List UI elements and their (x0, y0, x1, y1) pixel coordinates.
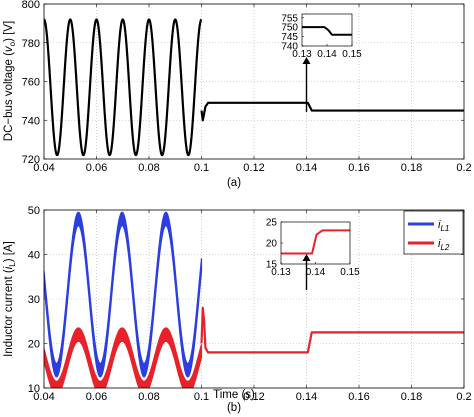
inset-y-tick-label: 15 (266, 260, 278, 271)
x-tick-label: 0.16 (348, 391, 369, 403)
x-tick-label: 0.12 (243, 162, 264, 174)
x-tick-label: 0.1 (194, 391, 209, 403)
y-axis-label: DC−bus voltage (vo) [V] (3, 21, 17, 141)
x-tick-label: 0.14 (296, 162, 317, 174)
x-tick-label: 0.2 (456, 391, 471, 403)
inset-y-tick-label: 750 (281, 23, 298, 34)
series-band (44, 327, 203, 388)
y-tick-label: 50 (28, 205, 40, 217)
x-tick-label: 0.14 (296, 391, 317, 403)
y-tick-label: 740 (22, 115, 40, 127)
y-tick-label: 780 (22, 38, 40, 50)
x-tick-label: 0.08 (138, 162, 159, 174)
inset-x-tick-label: 0.13 (292, 49, 312, 60)
y-tick-label: 10 (28, 383, 40, 395)
inset-frame (280, 221, 351, 265)
inset-frame (301, 13, 353, 47)
series-group (44, 211, 464, 388)
inset-x-tick-label: 0.15 (342, 49, 362, 60)
series-line (200, 306, 464, 354)
y-tick-label: 30 (28, 294, 40, 306)
inset-y-tick-label: 20 (266, 239, 278, 250)
y-tick-label: 40 (28, 250, 40, 262)
x-tick-label: 0.06 (86, 391, 107, 403)
chart-panel-a: 0.04 0.06 0.08 0.1 0.12 0.14 0.16 0.18 0.2 720 740… (3, 0, 472, 189)
x-tick-label: 0.2 (456, 162, 471, 174)
panel-caption: (a) (227, 177, 241, 189)
inset: 0.13 0.14 0.15 15 20 25 (266, 218, 360, 279)
x-tick-label: 0.18 (401, 162, 422, 174)
inset-y-tick-label: 755 (281, 13, 298, 24)
zoom-arrow-head (302, 57, 311, 64)
inset-series-line (302, 26, 352, 36)
y-tick-label: 800 (22, 0, 40, 11)
plot-frame (43, 209, 465, 389)
x-tick-label: 0.1 (194, 162, 209, 174)
series-line (200, 101, 464, 122)
inset-x-tick-label: 0.13 (271, 267, 291, 278)
inset-x-tick-label: 0.14 (306, 267, 326, 278)
x-tick-label: 0.06 (86, 162, 107, 174)
x-tick-label: 0.16 (348, 162, 369, 174)
x-tick-label: 0.18 (401, 391, 422, 403)
y-tick-label: 20 (28, 339, 40, 351)
inset-y-tick-label: 745 (281, 32, 298, 43)
legend-label: iL2 (438, 238, 450, 252)
inset-x-tick-label: 0.15 (340, 267, 360, 278)
series-band (44, 211, 203, 378)
inset-series-line (281, 229, 350, 255)
y-tick-label: 720 (22, 154, 40, 166)
legend-label: iL1 (438, 219, 449, 233)
zoom-arrow-head (302, 254, 311, 261)
x-axis-label: Time (s) (213, 389, 255, 401)
inset-y-tick-label: 740 (281, 42, 298, 53)
y-axis-label: Inductor current (iL) [A] (3, 241, 17, 357)
inset-x-tick-label: 0.14 (317, 49, 337, 60)
plot-frame (43, 3, 465, 160)
x-tick-label: 0.12 (243, 391, 264, 403)
series-line (44, 18, 203, 157)
x-tick-label: 0.08 (138, 391, 159, 403)
panel-caption: (b) (227, 402, 241, 414)
x-tick-label: 0.04 (33, 391, 54, 403)
inset-y-tick-label: 25 (266, 218, 278, 229)
x-tick-label: 0.04 (33, 162, 54, 174)
legend-box (403, 210, 464, 255)
series-group (44, 18, 464, 157)
y-tick-label: 760 (22, 77, 40, 89)
chart-panel-b: 0.04 0.06 0.08 0.1 0.12 0.14 0.16 0.18 0.2 10 20 30… (3, 205, 472, 414)
